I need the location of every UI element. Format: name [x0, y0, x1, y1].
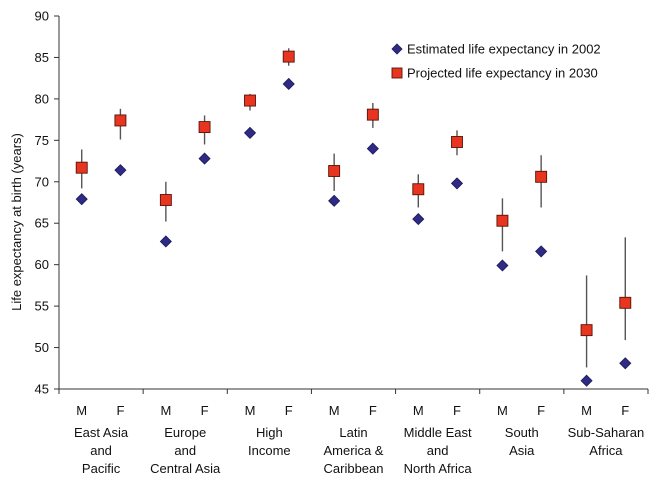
x-tick-label: F [201, 403, 209, 418]
estimate-2002-point [75, 193, 88, 206]
x-group-label: and [90, 443, 112, 458]
y-tick-label: 55 [35, 299, 49, 314]
x-tick-label: F [537, 403, 545, 418]
y-tick-label: 60 [35, 257, 49, 272]
projection-2030-point [496, 214, 509, 227]
legend-marker-estimate [391, 43, 403, 55]
projection-2030-point [580, 324, 593, 337]
x-tick-label: M [245, 403, 256, 418]
estimate-2002-point [282, 77, 295, 91]
estimate-2002-point [328, 194, 341, 207]
estimate-2002-point [243, 126, 257, 139]
x-group-label: America & [324, 443, 384, 458]
x-tick-label: F [621, 403, 629, 418]
x-tick-label: F [453, 403, 461, 418]
projection-2030-point [412, 183, 425, 196]
projection-2030-point [535, 170, 548, 183]
x-tick-label: M [413, 403, 424, 418]
x-tick-label: F [116, 403, 124, 418]
y-tick-label: 65 [35, 216, 49, 231]
x-group-label: Pacific [82, 461, 121, 476]
projection-2030-point [198, 121, 211, 134]
legend: Estimated life expectancy in 2002 Project… [391, 42, 601, 81]
legend-label-estimate: Estimated life expectancy in 2002 [407, 42, 601, 57]
x-group-label: East Asia [74, 425, 129, 440]
x-tick-label: M [160, 403, 171, 418]
projection-2030-point [75, 161, 88, 174]
projection-2030-point [159, 194, 172, 206]
x-group-label: Sub-Saharan [568, 425, 645, 440]
x-group-label: Latin [339, 425, 367, 440]
legend-marker-projection [391, 67, 403, 79]
x-group-label: Africa [589, 443, 623, 458]
x-group-label: High [256, 425, 283, 440]
estimate-2002-point [159, 235, 172, 248]
x-group-label: Europe [164, 425, 206, 440]
estimate-2002-point [198, 152, 211, 165]
x-tick-label: M [329, 403, 340, 418]
estimate-2002-point [412, 213, 425, 226]
x-group-label: and [427, 443, 449, 458]
x-tick-label: M [581, 403, 592, 418]
data-markers [75, 50, 632, 387]
y-tick-label: 45 [35, 382, 49, 397]
x-axis-categories: M F East Asia and Pacific M F Europe and Central … [58, 389, 649, 476]
error-bars [81, 48, 626, 368]
x-tick-label: M [497, 403, 508, 418]
projection-2030-point [328, 165, 341, 177]
projection-2030-point [366, 108, 379, 121]
x-group-label: Asia [509, 443, 535, 458]
x-group-label: and [174, 443, 196, 458]
x-group-label: Central Asia [150, 461, 221, 476]
estimate-2002-point [619, 357, 632, 370]
x-tick-label: F [285, 403, 293, 418]
x-tick-label: M [76, 403, 87, 418]
legend-label-projection: Projected life expectancy in 2030 [407, 66, 598, 81]
y-tick-label: 75 [35, 133, 49, 148]
x-group-label: North Africa [404, 461, 473, 476]
y-tick-label: 80 [35, 91, 49, 106]
y-tick-label: 85 [35, 50, 49, 65]
y-tick-label: 50 [35, 340, 49, 355]
y-axis-ticks: 45 50 55 60 65 70 75 80 85 90 [35, 9, 59, 397]
projection-2030-point [244, 94, 256, 107]
y-axis-title: Life expectancy at birth (years) [9, 133, 24, 311]
projection-2030-point [282, 50, 295, 63]
estimate-2002-point [114, 164, 127, 177]
projection-2030-point [451, 136, 463, 148]
x-group-label: South [505, 425, 539, 440]
x-group-label: Caribbean [324, 461, 384, 476]
x-group-label: Middle East [404, 425, 472, 440]
projection-2030-point [114, 114, 127, 127]
x-tick-label: F [369, 403, 377, 418]
estimate-2002-point [496, 259, 509, 272]
y-tick-label: 70 [35, 174, 49, 189]
estimate-2002-point [366, 142, 379, 155]
estimate-2002-point [580, 374, 593, 387]
estimate-2002-point [450, 177, 464, 190]
axes [58, 16, 648, 390]
y-tick-label: 90 [35, 9, 49, 24]
estimate-2002-point [535, 245, 548, 258]
projection-2030-point [619, 296, 632, 309]
x-group-label: Income [248, 443, 291, 458]
